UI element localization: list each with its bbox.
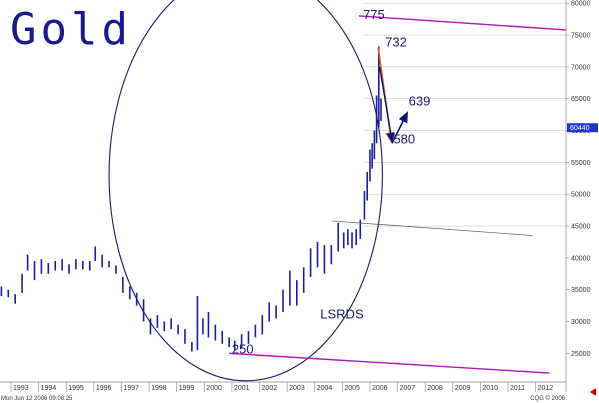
navy-arrow-up — [391, 111, 408, 144]
x-tick-label: 1993 — [13, 385, 29, 392]
y-tick-label: 30000 — [571, 319, 591, 326]
footer-timestamp: Mon Jun 12 2006 09:08:25 — [1, 396, 73, 402]
x-tick-label: 2008 — [427, 385, 443, 392]
drawings — [108, 0, 566, 382]
annotation-label: 732 — [385, 34, 407, 49]
x-tick-label: 2011 — [510, 385, 525, 392]
y-tick-label: 45000 — [571, 224, 591, 231]
lsrds-arc — [108, 0, 383, 382]
trend-line — [331, 220, 533, 236]
footer-copyright: CQG © 2006 — [530, 395, 565, 402]
channel-bottom-line — [229, 352, 550, 374]
x-tick-label: 2003 — [289, 385, 305, 392]
x-tick-label: 2002 — [262, 385, 278, 392]
scroll-left-icon[interactable] — [590, 388, 596, 396]
channel-top-line — [358, 15, 566, 31]
x-tick-label: 2009 — [455, 385, 471, 392]
x-tick-label: 1999 — [179, 385, 195, 392]
x-tick-label: 1997 — [123, 385, 139, 392]
price-bars — [0, 46, 382, 352]
x-tick-label: 1994 — [41, 385, 57, 392]
annotation-label: 775 — [363, 7, 385, 22]
x-tick-label: 2000 — [206, 385, 222, 392]
x-tick-label: 2012 — [538, 385, 554, 392]
x-tick-label: 1998 — [151, 385, 167, 392]
x-tick-label: 2010 — [482, 385, 498, 392]
x-tick-label: 2007 — [400, 385, 416, 392]
x-tick-label: 1996 — [96, 385, 112, 392]
annotation-label: 639 — [409, 94, 431, 109]
last-price-label: 60440 — [570, 125, 590, 132]
x-tick-label: 2005 — [344, 385, 360, 392]
y-tick-label: 75000 — [571, 33, 591, 40]
x-tick-label: 1995 — [68, 385, 84, 392]
x-tick-label: 2004 — [317, 385, 333, 392]
x-tick-label: 2006 — [372, 385, 388, 392]
last-price-flag: 60440 — [567, 123, 598, 133]
y-axis-ticks: 2500030000350004000045000500005500060000… — [566, 1, 591, 358]
navy-arrow-down — [378, 66, 395, 143]
annotation-label: 250 — [232, 341, 254, 356]
x-axis-ticks: 1993 1994 1995 1996 1997 1998 1999 2000 2001 2002… — [10, 382, 554, 392]
x-tick-label: 2001 — [234, 385, 250, 392]
annotation-label: LSRDS — [320, 306, 364, 321]
y-tick-label: 25000 — [571, 351, 591, 358]
y-tick-label: 40000 — [571, 255, 591, 262]
chart-title: Gold — [10, 4, 132, 55]
y-tick-label: 70000 — [571, 64, 591, 71]
y-tick-label: 80000 — [571, 1, 591, 8]
annotation-label: 580 — [393, 131, 415, 146]
y-tick-label: 50000 — [571, 192, 591, 199]
y-tick-label: 55000 — [571, 160, 591, 167]
y-tick-label: 35000 — [571, 287, 591, 294]
y-tick-label: 65000 — [571, 96, 591, 103]
